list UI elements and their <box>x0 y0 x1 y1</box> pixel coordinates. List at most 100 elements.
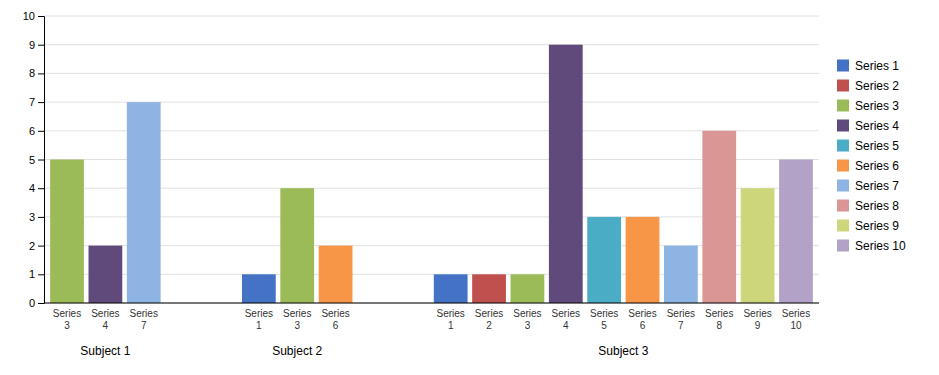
y-tick-mark <box>38 217 44 218</box>
grid <box>44 16 819 303</box>
y-tick-label: 10 <box>23 10 35 22</box>
legend-label: Series 10 <box>855 239 906 253</box>
y-tick-mark <box>38 160 44 161</box>
y-axis-line <box>38 17 45 304</box>
category-label: Subject 2 <box>272 344 322 358</box>
legend-label: Series 4 <box>855 119 899 133</box>
bar-label-line: Series <box>475 308 503 319</box>
y-tick-mark <box>38 16 44 17</box>
y-tick-mark <box>38 246 44 247</box>
bar <box>779 160 813 304</box>
y-tick: 4 <box>29 182 44 194</box>
bar-label-line: Series <box>91 308 119 319</box>
bar-label-line: Series <box>245 308 273 319</box>
legend-swatch <box>837 220 849 232</box>
bar-label-line: Series <box>705 308 733 319</box>
bar-label-line: 10 <box>790 320 802 331</box>
y-tick: 2 <box>29 240 44 252</box>
legend-item: Series 7 <box>837 179 899 193</box>
category-label: Subject 3 <box>598 344 648 358</box>
legend-label: Series 5 <box>855 139 899 153</box>
y-tick-label: 6 <box>29 125 35 137</box>
bar <box>242 274 276 303</box>
y-tick: 1 <box>29 268 44 280</box>
grid-line <box>44 16 819 17</box>
category-label: Subject 1 <box>80 344 130 358</box>
bar-label-line: Series <box>437 308 465 319</box>
bar-label-line: 7 <box>678 320 684 331</box>
legend-item: Series 5 <box>837 139 899 153</box>
bar-label-line: Series <box>628 308 656 319</box>
bar-label: Series4 <box>91 308 119 331</box>
grid-line <box>44 44 819 45</box>
bar-label: Series7 <box>667 308 695 331</box>
grid-line <box>44 303 819 304</box>
bars <box>50 45 813 303</box>
bar-label-line: Series <box>283 308 311 319</box>
bar-label-line: 3 <box>64 320 70 331</box>
y-tick: 5 <box>29 154 44 166</box>
bar <box>127 102 161 303</box>
y-tick-label: 8 <box>29 67 35 79</box>
bar-label-line: Series <box>321 308 349 319</box>
y-tick-mark <box>38 102 44 103</box>
bar-label-line: 4 <box>563 320 569 331</box>
bar-label: Series1 <box>245 308 273 331</box>
bar-label-line: 6 <box>333 320 339 331</box>
bar-label-line: Series <box>53 308 81 319</box>
y-tick: 0 <box>29 297 44 309</box>
bar-label-line: Series <box>130 308 158 319</box>
legend-label: Series 6 <box>855 159 899 173</box>
bar-label: Series3 <box>513 308 541 331</box>
bar <box>549 45 583 303</box>
bar-label: Series4 <box>552 308 580 331</box>
bar-label-line: Series <box>552 308 580 319</box>
y-tick-label: 0 <box>29 297 35 309</box>
bar <box>511 274 545 303</box>
y-tick: 9 <box>29 39 44 51</box>
plot: 012345678910Series3Series4Series7Series1… <box>23 10 819 358</box>
legend: Series 1Series 2Series 3Series 4Series 5… <box>837 59 906 253</box>
y-tick: 10 <box>23 10 44 22</box>
bar <box>50 160 84 304</box>
y-tick: 3 <box>29 211 44 223</box>
bar <box>741 188 775 303</box>
bar-label-line: 3 <box>525 320 531 331</box>
bar <box>319 246 353 303</box>
legend-swatch <box>837 160 849 172</box>
legend-swatch <box>837 200 849 212</box>
bar-label: Series9 <box>743 308 771 331</box>
y-tick-mark <box>38 131 44 132</box>
bar-label-line: Series <box>590 308 618 319</box>
legend-item: Series 4 <box>837 119 899 133</box>
y-tick: 6 <box>29 125 44 137</box>
bar <box>472 274 506 303</box>
y-tick-label: 1 <box>29 268 35 280</box>
y-tick: 8 <box>29 67 44 79</box>
legend-swatch <box>837 80 849 92</box>
bar-label-line: 1 <box>448 320 454 331</box>
bar <box>587 217 621 303</box>
bar-label: Series2 <box>475 308 503 331</box>
legend-label: Series 8 <box>855 199 899 213</box>
bar <box>280 188 314 303</box>
y-tick-label: 4 <box>29 182 35 194</box>
bar <box>434 274 468 303</box>
x-axis-line <box>44 303 819 304</box>
bar-label-line: 2 <box>486 320 492 331</box>
chart-container: 012345678910Series3Series4Series7Series1… <box>0 0 939 375</box>
bar-label-line: Series <box>743 308 771 319</box>
legend-item: Series 9 <box>837 219 899 233</box>
bar-label: Series3 <box>283 308 311 331</box>
x-axis: Series3Series4Series7Series1Series3Serie… <box>44 303 819 358</box>
bar-label-line: 8 <box>716 320 722 331</box>
bar-label-line: 3 <box>294 320 300 331</box>
bar-label: Series6 <box>628 308 656 331</box>
bar-label: Series8 <box>705 308 733 331</box>
bar <box>626 217 660 303</box>
y-tick-label: 9 <box>29 39 35 51</box>
bar <box>89 246 123 303</box>
bar-label-line: Series <box>667 308 695 319</box>
bar-label: Series10 <box>782 308 810 331</box>
y-tick-mark <box>38 188 44 189</box>
